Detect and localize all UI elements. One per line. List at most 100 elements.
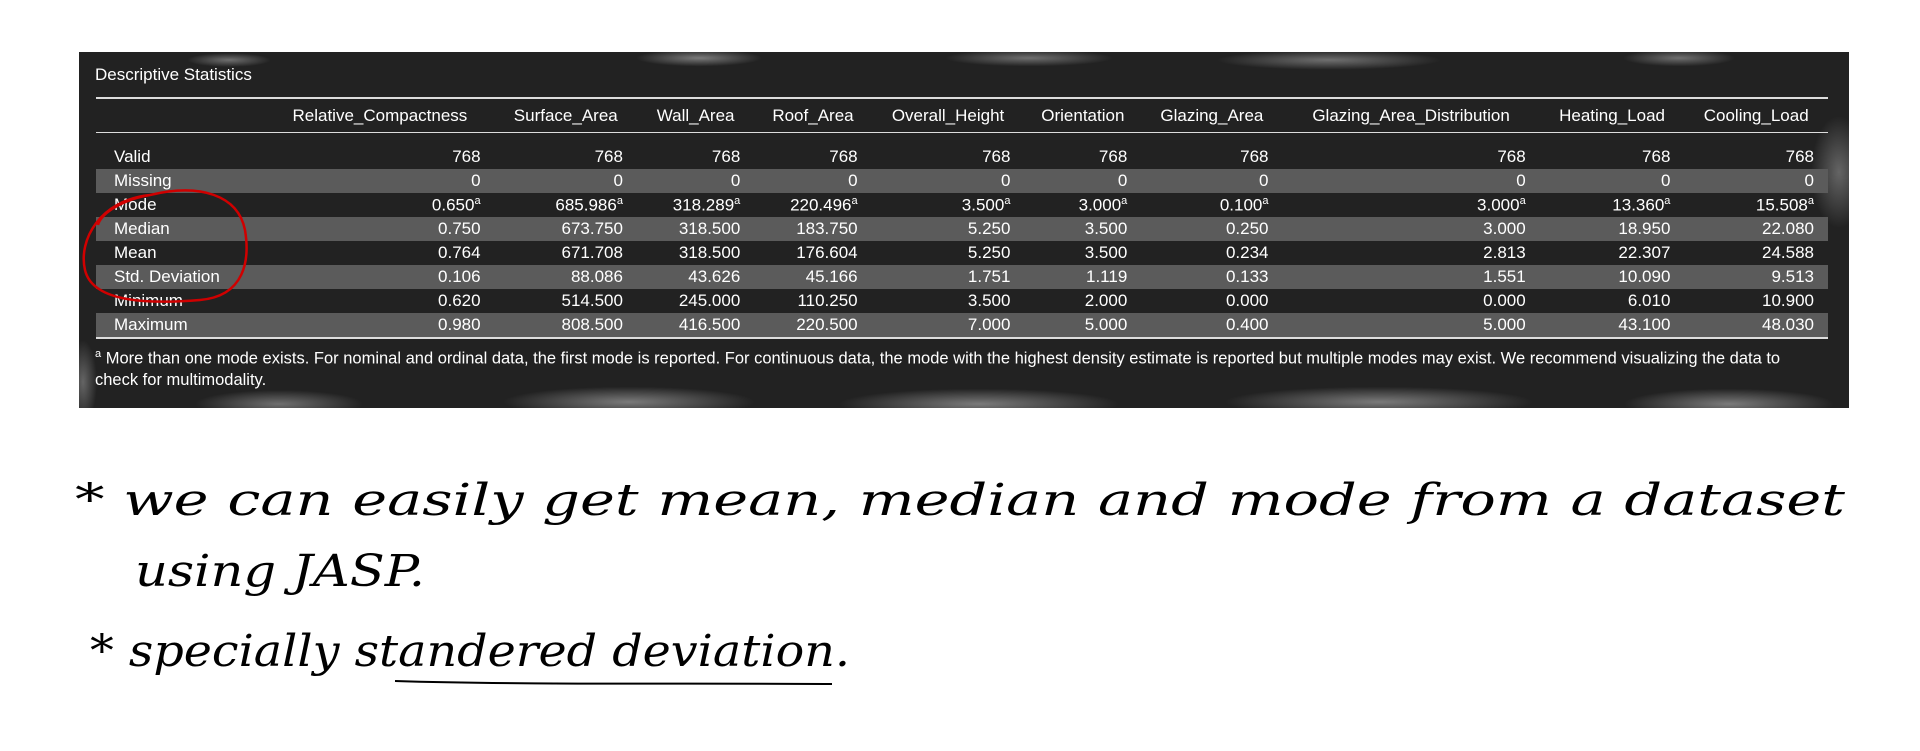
table-cell: 1.119 bbox=[1024, 265, 1141, 289]
table-cell: 318.500 bbox=[637, 241, 754, 265]
cell-value: 768 bbox=[452, 147, 481, 166]
table-cell: 416.500 bbox=[637, 313, 754, 338]
table-cell: 3.500 bbox=[1024, 241, 1141, 265]
table-cell: 768 bbox=[637, 145, 754, 169]
footnote-marker: a bbox=[95, 348, 102, 360]
row-label: Std. Deviation bbox=[114, 267, 220, 286]
table-cell: 183.750 bbox=[754, 217, 871, 241]
cell-value: 5.250 bbox=[967, 219, 1011, 238]
table-cell: 3.000a bbox=[1282, 193, 1539, 217]
table-cell: 5.000 bbox=[1024, 313, 1141, 338]
table-cell: 318.500 bbox=[637, 217, 754, 241]
cell-value: 685.986 bbox=[555, 195, 617, 215]
table-cell: 0.620 bbox=[265, 289, 494, 313]
table-cell: 3.000a bbox=[1024, 193, 1141, 217]
table-cell: 0 bbox=[1141, 169, 1282, 193]
table-cell: 0 bbox=[637, 169, 754, 193]
table-cell: 245.000 bbox=[637, 289, 754, 313]
row-label: Median bbox=[114, 219, 170, 238]
cell-value: 0 bbox=[1117, 171, 1128, 190]
mode-superscript: a bbox=[734, 194, 741, 207]
cell-value: 110.250 bbox=[797, 291, 858, 310]
cell-value: 0 bbox=[1000, 171, 1011, 190]
table-cell: 318.289a bbox=[637, 193, 754, 217]
table-cell: 0 bbox=[754, 169, 871, 193]
table-cell: 48.030 bbox=[1684, 313, 1828, 338]
table-cell: 22.080 bbox=[1684, 217, 1828, 241]
cell-value: 318.500 bbox=[678, 243, 741, 262]
table-cell: 9.513 bbox=[1684, 265, 1828, 289]
cell-value: 768 bbox=[1497, 147, 1526, 166]
table-row: Maximum 0.980 808.500 416.500 220.500 7.000 5.… bbox=[96, 313, 1828, 338]
table-cell: 18.950 bbox=[1540, 217, 1685, 241]
table-cell: 5.250 bbox=[872, 217, 1025, 241]
cell-value: 0.650 bbox=[431, 195, 475, 215]
table-cell: 1.551 bbox=[1282, 265, 1539, 289]
row-label: Mean bbox=[114, 243, 157, 262]
cell-value: 220.496 bbox=[790, 195, 852, 215]
cell-value: 0.400 bbox=[1225, 315, 1269, 334]
cell-value: 0.100 bbox=[1219, 195, 1263, 215]
cell-value: 1.751 bbox=[967, 267, 1011, 286]
cell-value: 0 bbox=[471, 171, 481, 190]
cell-value: 5.000 bbox=[1084, 315, 1128, 334]
column-header: Cooling_Load bbox=[1703, 105, 1809, 125]
mode-superscript: a bbox=[616, 194, 623, 207]
table-cell: 45.166 bbox=[754, 265, 871, 289]
column-header: Overall_Height bbox=[891, 105, 1005, 125]
table-cell: 768 bbox=[265, 145, 494, 169]
column-header: Wall_Area bbox=[656, 105, 735, 125]
cell-value: 0 bbox=[1804, 171, 1814, 190]
cell-value: 0.620 bbox=[438, 291, 481, 310]
column-header: Orientation bbox=[1041, 105, 1125, 125]
table-header-row: Relative_Compactness Surface_Area Wall_Are… bbox=[96, 98, 1828, 133]
table-body: Valid 768 768 768 768 768 768 768 768 768 768 Missi… bbox=[96, 133, 1828, 338]
cell-value: 671.708 bbox=[561, 243, 623, 262]
table-cell: 13.360a bbox=[1540, 193, 1685, 217]
table-cell: 768 bbox=[754, 145, 871, 169]
cell-value: 5.250 bbox=[967, 243, 1011, 262]
cell-value: 768 bbox=[594, 147, 623, 166]
cell-value: 245.000 bbox=[678, 291, 741, 310]
table-cell: 0 bbox=[872, 169, 1025, 193]
table-cell: 10.090 bbox=[1540, 265, 1685, 289]
table-cell: 6.010 bbox=[1540, 289, 1685, 313]
cell-value: 24.588 bbox=[1762, 243, 1814, 262]
footnote-text: More than one mode exists. For nominal a… bbox=[95, 349, 1781, 389]
cell-value: 1.551 bbox=[1483, 267, 1526, 286]
table-cell: 768 bbox=[872, 145, 1025, 169]
cell-value: 3.000 bbox=[1477, 195, 1520, 215]
cell-value: 0 bbox=[1259, 171, 1269, 190]
cell-value: 0.133 bbox=[1225, 267, 1269, 286]
table-cell: 808.500 bbox=[495, 313, 637, 338]
table-cell: 0.650a bbox=[265, 193, 494, 217]
mode-superscript: a bbox=[1519, 194, 1526, 207]
table-cell: 0 bbox=[1684, 169, 1828, 193]
cell-value: 6.010 bbox=[1627, 291, 1671, 310]
cell-value: 0.000 bbox=[1225, 291, 1269, 310]
table-footnote: a More than one mode exists. For nominal… bbox=[95, 344, 1815, 391]
table-cell: 685.986a bbox=[495, 193, 637, 217]
table-cell: 514.500 bbox=[495, 289, 637, 313]
cell-value: 0 bbox=[1660, 171, 1671, 190]
mode-superscript: a bbox=[1807, 194, 1814, 207]
cell-value: 0.750 bbox=[438, 219, 481, 238]
cell-value: 768 bbox=[1642, 147, 1671, 166]
handwritten-underline bbox=[394, 680, 833, 685]
mode-superscript: a bbox=[1664, 194, 1671, 207]
table-cell: 3.000 bbox=[1282, 217, 1539, 241]
column-header: Glazing_Area_Distribution bbox=[1312, 105, 1510, 125]
table-row: Std. Deviation 0.106 88.086 43.626 45.166 1.7… bbox=[96, 265, 1828, 289]
cell-value: 5.000 bbox=[1483, 315, 1526, 334]
table-cell: 24.588 bbox=[1684, 241, 1828, 265]
cell-value: 3.000 bbox=[1483, 219, 1526, 238]
cell-value: 768 bbox=[711, 147, 741, 166]
table-cell: 0 bbox=[1540, 169, 1685, 193]
table-cell: 0 bbox=[1024, 169, 1141, 193]
cell-value: 43.100 bbox=[1618, 315, 1671, 334]
table-cell: 3.500a bbox=[872, 193, 1025, 217]
table-cell: 220.496a bbox=[754, 193, 871, 217]
handwritten-note-line-3: * specially standered deviation. bbox=[90, 626, 850, 677]
table-cell: 43.100 bbox=[1540, 313, 1685, 338]
table-row: Median 0.750 673.750 318.500 183.750 5.250 3.5… bbox=[96, 217, 1828, 241]
